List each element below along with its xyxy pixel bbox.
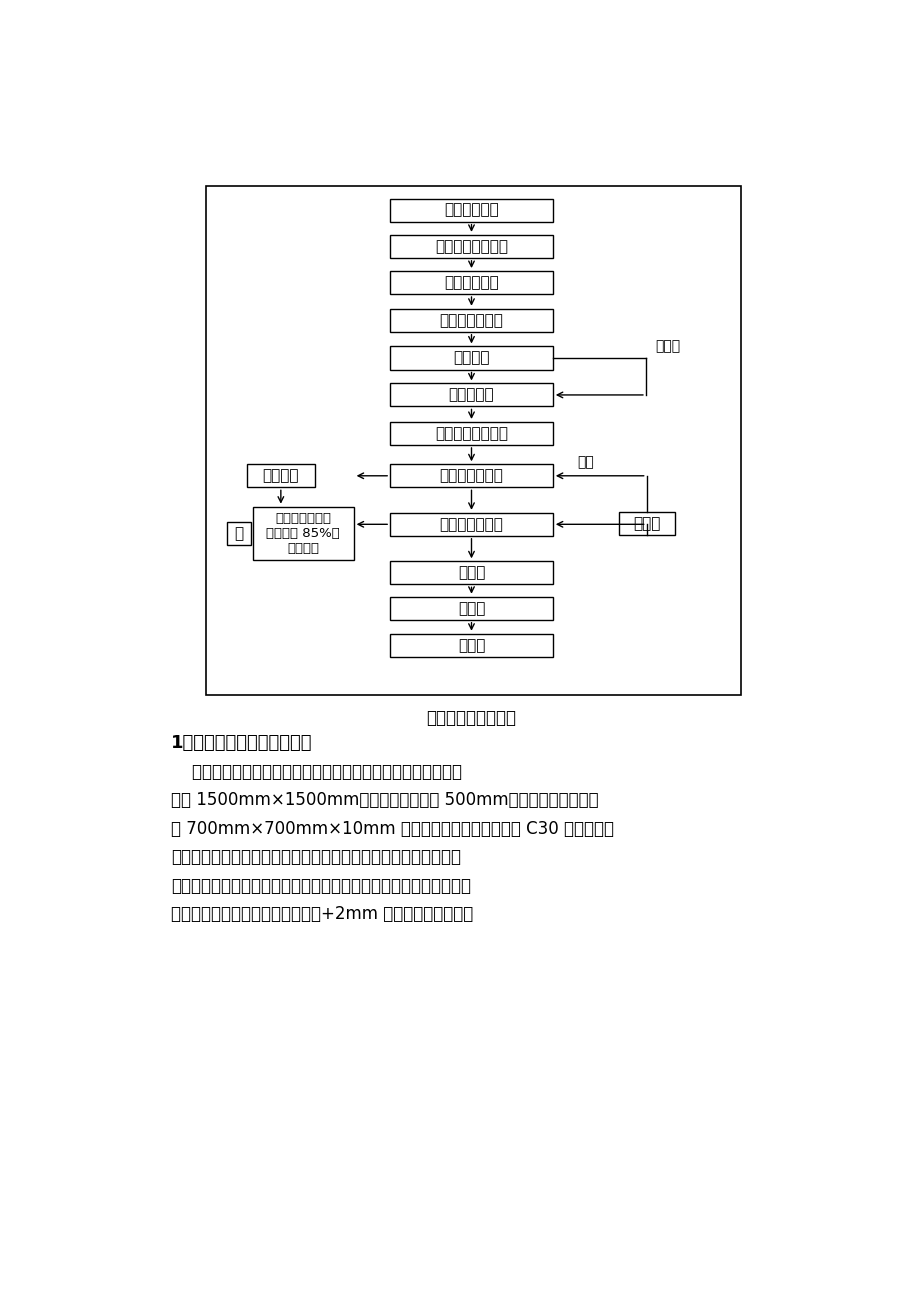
Text: 不合格: 不合格	[654, 340, 679, 353]
Text: 试件制作: 试件制作	[262, 469, 299, 483]
Text: 盖梁施工工艺流程图: 盖梁施工工艺流程图	[426, 710, 516, 727]
Text: 浇注盖梁混凝土: 浇注盖梁混凝土	[439, 517, 503, 531]
Bar	[390, 561, 552, 585]
Text: 验　收: 验 收	[458, 638, 484, 652]
Bar	[390, 465, 552, 487]
Text: 养　生: 养 生	[458, 600, 484, 616]
Text: 拆　模: 拆 模	[458, 565, 484, 581]
Text: 面进行浇制，适当加钢筋网片增强整体性能，同时按尺寸预埋螺栓: 面进行浇制，适当加钢筋网片增强整体性能，同时按尺寸预埋螺栓	[171, 849, 460, 866]
Bar	[390, 513, 552, 536]
Text: 调整底模板: 调整底模板	[448, 388, 494, 402]
Bar	[390, 346, 552, 370]
Bar	[253, 506, 353, 560]
Bar	[390, 199, 552, 221]
Bar	[390, 596, 552, 620]
Text: 支架基础施工: 支架基础施工	[444, 203, 498, 217]
Text: 测量放样: 测量放样	[453, 350, 489, 366]
Text: 混凝土强度达到
设计强度 85%张
拉及注浆: 混凝土强度达到 设计强度 85%张 拉及注浆	[267, 512, 340, 555]
Text: 安装侧、端模板: 安装侧、端模板	[439, 469, 503, 483]
Bar	[390, 383, 552, 406]
Text: 钢管柱架立与加固: 钢管柱架立与加固	[435, 238, 507, 254]
Bar	[390, 422, 552, 445]
Text: 严格控制标高，标高误差应控制在+2mm 以内。如下图所示：: 严格控制标高，标高误差应控制在+2mm 以内。如下图所示：	[171, 905, 472, 923]
Text: 垫板及螺栓，砼基础顶面及预埋钢板应结合钢管立柱高度准确定位，: 垫板及螺栓，砼基础顶面及预埋钢板应结合钢管立柱高度准确定位，	[171, 878, 471, 894]
Text: 埋 700mm×700mm×10mm 的钢板。钢管立柱基础采用 C30 砼在承台顶: 埋 700mm×700mm×10mm 的钢板。钢管立柱基础采用 C30 砼在承台…	[171, 820, 613, 838]
Text: 合格: 合格	[577, 456, 594, 470]
Text: 支架模板安装: 支架模板安装	[444, 275, 498, 290]
Bar	[390, 634, 552, 656]
Text: 1、盖梁施工采用支架法施工: 1、盖梁施工采用支架法施工	[171, 734, 312, 751]
Bar	[206, 185, 741, 695]
Bar	[618, 512, 674, 535]
Bar	[226, 522, 251, 546]
Bar	[390, 234, 552, 258]
Text: 检　验: 检 验	[632, 516, 660, 531]
Text: 在承台施工的同时将钢管立柱基础浇筑完成，立柱基础平面尺: 在承台施工的同时将钢管立柱基础浇筑完成，立柱基础平面尺	[171, 763, 461, 781]
Text: 钢筋加工制作安装: 钢筋加工制作安装	[435, 426, 507, 441]
Bar	[390, 309, 552, 332]
Text: 修凿接头混凝土: 修凿接头混凝土	[439, 312, 503, 328]
Bar	[390, 271, 552, 294]
Text: 寸为 1500mm×1500mm，高度高出承台面 500mm。在立柱基础中心预: 寸为 1500mm×1500mm，高度高出承台面 500mm。在立柱基础中心预	[171, 792, 597, 810]
Bar	[246, 465, 314, 487]
Text: 砼: 砼	[234, 526, 244, 542]
